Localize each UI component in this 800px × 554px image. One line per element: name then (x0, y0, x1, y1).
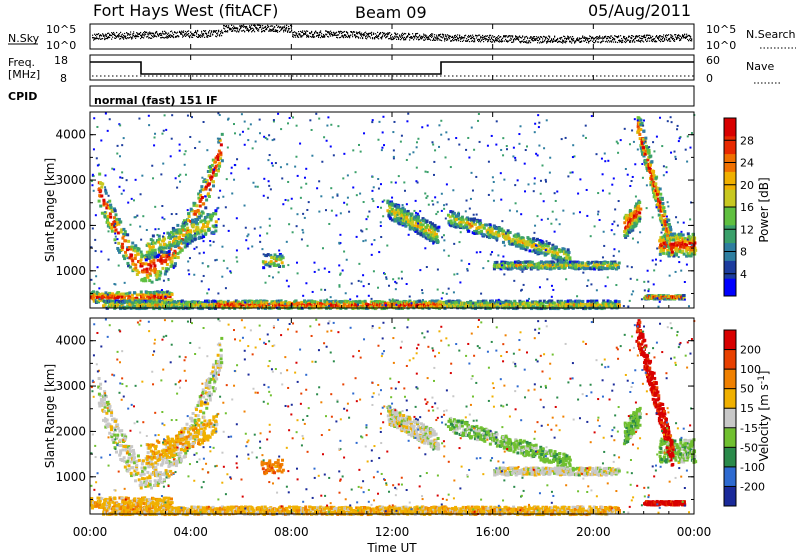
freq-tick-bottom: 8 (60, 72, 67, 85)
colorbar-tick-label: -50 (740, 441, 758, 454)
freq-trace (90, 61, 694, 75)
power-colorbar: 28 24 20 16 12 8 4 (723, 117, 754, 297)
y-tick-label: 3000 (55, 379, 86, 393)
noise-left-label: N.Sky (8, 32, 40, 45)
power-heatmap (90, 112, 698, 311)
x-tick-label: 08:00 (274, 525, 309, 539)
noise-trace (92, 24, 693, 44)
power-colorbar-label: Power [dB] (757, 177, 771, 242)
power-y-ticks: 4000 3000 2000 1000 (55, 111, 694, 294)
radar-title: Fort Hays West (fitACF) (93, 1, 278, 20)
colorbar-tick-label: 16 (740, 201, 754, 214)
y-tick-label: 1000 (55, 470, 86, 484)
cpid-panel-frame (89, 85, 695, 107)
x-tick-label: 16:00 (475, 525, 510, 539)
beam-title: Beam 09 (355, 3, 427, 22)
noise-left-tick-bottom: 10^0 (46, 39, 76, 52)
colorbar-swatch (724, 278, 736, 297)
date-title: 05/Aug/2011 (588, 1, 691, 20)
colorbar-tick-label: 28 (740, 134, 754, 147)
y-tick-label: 2000 (55, 424, 86, 438)
x-tick-label: 00:00 (677, 525, 712, 539)
noise-right-tick-top: 10^5 (706, 23, 736, 36)
x-tick-label: 12:00 (375, 525, 410, 539)
cpid-value: normal (fast) 151 IF (94, 94, 218, 107)
colorbar-swatch (724, 171, 736, 190)
x-axis-ticks: 00:00 04:00 08:00 12:00 16:00 20:00 00:00 (73, 24, 712, 539)
x-tick-label: 04:00 (173, 525, 208, 539)
colorbar-tick-label: -200 (740, 480, 765, 493)
colorbar-tick-label: 24 (740, 157, 754, 170)
freq-label-line1: Freq. (8, 56, 35, 69)
colorbar-swatch (724, 260, 736, 279)
colorbar-swatch (724, 118, 736, 137)
power-ylabel: Slant Range [km] (43, 158, 57, 262)
colorbar-tick-label: 4 (740, 268, 747, 281)
colorbar-swatch (724, 427, 736, 448)
colorbar-tick-label: 50 (740, 383, 754, 396)
colorbar-tick-label: -100 (740, 461, 765, 474)
colorbar-tick-label: 20 (740, 179, 754, 192)
velocity-y-ticks: 4000 3000 2000 1000 (55, 317, 694, 500)
colorbar-swatch (724, 466, 736, 487)
x-axis-label: Time UT (366, 541, 417, 554)
noise-right-tick-bottom: 10^0 (706, 39, 736, 52)
colorbar-swatch (724, 388, 736, 409)
freq-label-line2: [MHz] (8, 68, 40, 81)
colorbar-swatch (724, 369, 736, 390)
velocity-colorbar-label: Velocity [m s-1] (757, 371, 771, 462)
colorbar-swatch (724, 207, 736, 226)
colorbar-swatch (724, 447, 736, 468)
x-tick-label: 20:00 (576, 525, 611, 539)
noise-left-tick-top: 10^5 (46, 23, 76, 36)
y-tick-label: 1000 (55, 264, 86, 278)
nave-tick-bottom: 0 (706, 72, 713, 85)
colorbar-tick-label: -15 (740, 422, 758, 435)
noise-right-label: N.Search (746, 28, 796, 41)
colorbar-swatch (724, 224, 736, 244)
velocity-ylabel: Slant Range [km] (43, 364, 57, 468)
colorbar-swatch (724, 330, 736, 351)
y-tick-label: 3000 (55, 173, 86, 187)
colorbar-swatch (724, 189, 736, 208)
velocity-heatmap (89, 318, 698, 517)
colorbar-tick-label: 100 (740, 363, 761, 376)
colorbar-tick-label: 12 (740, 223, 754, 236)
colorbar-tick-label: 15 (740, 402, 754, 415)
colorbar-tick-label: 8 (740, 246, 747, 259)
colorbar-swatch (724, 349, 736, 370)
velocity-colorbar: 200 100 50 15 -15 -50 -100 -200 (723, 329, 765, 507)
y-tick-label: 4000 (55, 128, 86, 142)
colorbar-swatch (724, 486, 736, 507)
x-tick-label: 00:00 (73, 525, 108, 539)
y-tick-label: 4000 (55, 334, 86, 348)
cpid-label: CPID (8, 90, 37, 103)
colorbar-swatch (724, 135, 736, 155)
freq-tick-top: 18 (54, 54, 68, 67)
nave-tick-top: 60 (706, 54, 720, 67)
y-tick-label: 2000 (55, 218, 86, 232)
colorbar-swatch (724, 408, 736, 429)
nave-label: Nave (746, 60, 774, 73)
colorbar-tick-label: 200 (740, 344, 761, 357)
